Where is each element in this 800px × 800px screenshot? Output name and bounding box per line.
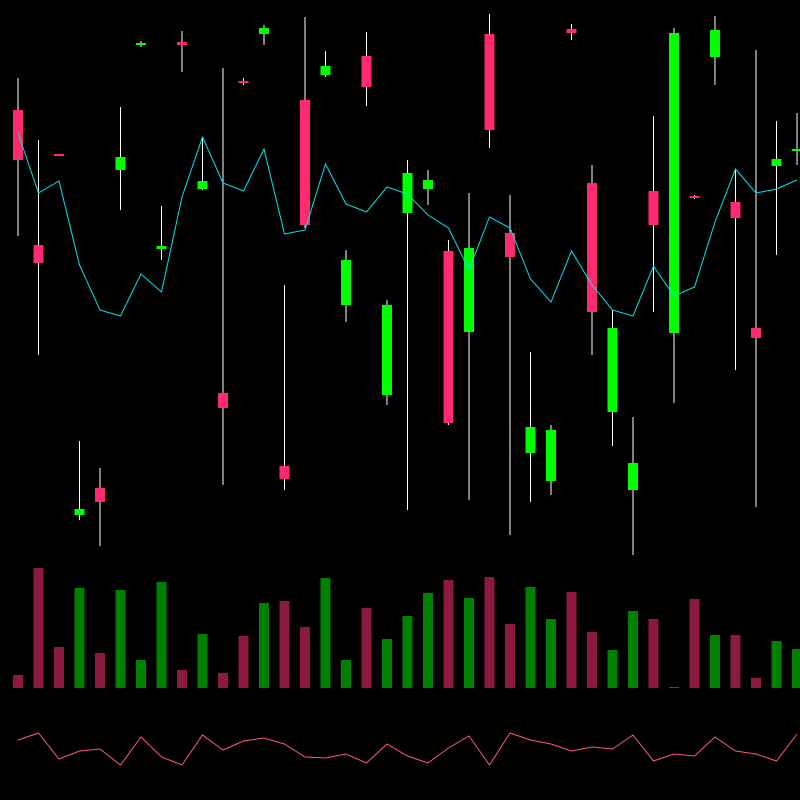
volume-bar bbox=[689, 599, 700, 688]
candle-body bbox=[197, 181, 208, 189]
volume-bar bbox=[361, 608, 372, 688]
candle-body bbox=[300, 100, 310, 225]
volume-bar bbox=[751, 678, 761, 688]
candle-body bbox=[648, 191, 659, 225]
volume-bar bbox=[792, 649, 800, 688]
candle-body bbox=[710, 30, 720, 57]
candle-body bbox=[792, 149, 800, 151]
volume-bar bbox=[136, 660, 146, 688]
candle-body bbox=[587, 183, 597, 312]
volume-bar bbox=[177, 670, 187, 688]
candle-body bbox=[505, 233, 515, 257]
candle-body bbox=[669, 33, 679, 333]
volume-bar bbox=[33, 568, 44, 688]
volume-bar bbox=[54, 647, 64, 688]
volume-bar bbox=[320, 578, 331, 688]
candle-body bbox=[607, 328, 618, 412]
volume-bar bbox=[628, 611, 638, 688]
candle-body bbox=[95, 488, 105, 502]
candle-body bbox=[628, 463, 638, 490]
candle-body bbox=[177, 42, 187, 45]
volume-bar bbox=[566, 592, 577, 688]
volume-bar bbox=[464, 598, 474, 688]
volume-bar bbox=[156, 582, 167, 688]
volume-bar bbox=[423, 593, 433, 688]
candle-body bbox=[382, 305, 392, 395]
volume-bar bbox=[443, 580, 454, 688]
volume-bar bbox=[341, 660, 351, 688]
volume-bar bbox=[197, 634, 208, 688]
candle-body bbox=[238, 81, 249, 83]
candle-body bbox=[566, 29, 577, 33]
candle-body bbox=[402, 173, 413, 213]
volume-bar bbox=[505, 624, 515, 688]
volume-bar bbox=[74, 588, 85, 688]
candle-body bbox=[320, 66, 331, 75]
candle-body bbox=[443, 251, 454, 423]
candle-body bbox=[218, 393, 228, 408]
candle-body bbox=[546, 430, 556, 481]
volume-bar bbox=[238, 636, 249, 688]
candle-body bbox=[33, 245, 44, 263]
volume-bar bbox=[115, 590, 126, 688]
candle-body bbox=[259, 28, 269, 34]
volume-bar bbox=[279, 601, 290, 688]
average-line bbox=[17, 132, 798, 317]
candle-body bbox=[361, 56, 372, 87]
candle-body bbox=[54, 154, 64, 156]
volume-bar bbox=[525, 587, 536, 688]
candle-body bbox=[279, 466, 290, 479]
volume-bar bbox=[710, 635, 720, 688]
candle-body bbox=[689, 196, 700, 198]
volume-bar bbox=[300, 627, 310, 688]
volume-bar bbox=[259, 603, 269, 688]
candle-body bbox=[341, 260, 351, 305]
candle-body bbox=[730, 202, 741, 218]
candle-body bbox=[771, 159, 782, 166]
candle-body bbox=[751, 328, 761, 338]
candle-body bbox=[156, 246, 167, 249]
candle-body bbox=[484, 34, 495, 130]
volume-bar bbox=[730, 635, 741, 688]
volume-bar bbox=[218, 673, 228, 688]
volume-bar bbox=[484, 577, 495, 688]
candle-body bbox=[423, 180, 433, 189]
volume-bar bbox=[607, 650, 618, 688]
volume-bar bbox=[587, 632, 597, 688]
volume-bar bbox=[402, 616, 413, 688]
candle-body bbox=[464, 248, 474, 332]
volume-bar bbox=[771, 641, 782, 688]
candle-body bbox=[525, 427, 536, 453]
indicator-line bbox=[17, 732, 798, 766]
candle-body bbox=[136, 43, 146, 45]
candle-body bbox=[115, 157, 126, 170]
candle-body bbox=[74, 509, 85, 515]
volume-bar bbox=[648, 619, 659, 688]
volume-bar bbox=[382, 639, 392, 688]
candle-body bbox=[13, 110, 23, 160]
volume-bar bbox=[95, 653, 105, 688]
volume-bar bbox=[669, 687, 679, 688]
volume-bar bbox=[546, 619, 556, 688]
volume-bar bbox=[13, 675, 23, 688]
